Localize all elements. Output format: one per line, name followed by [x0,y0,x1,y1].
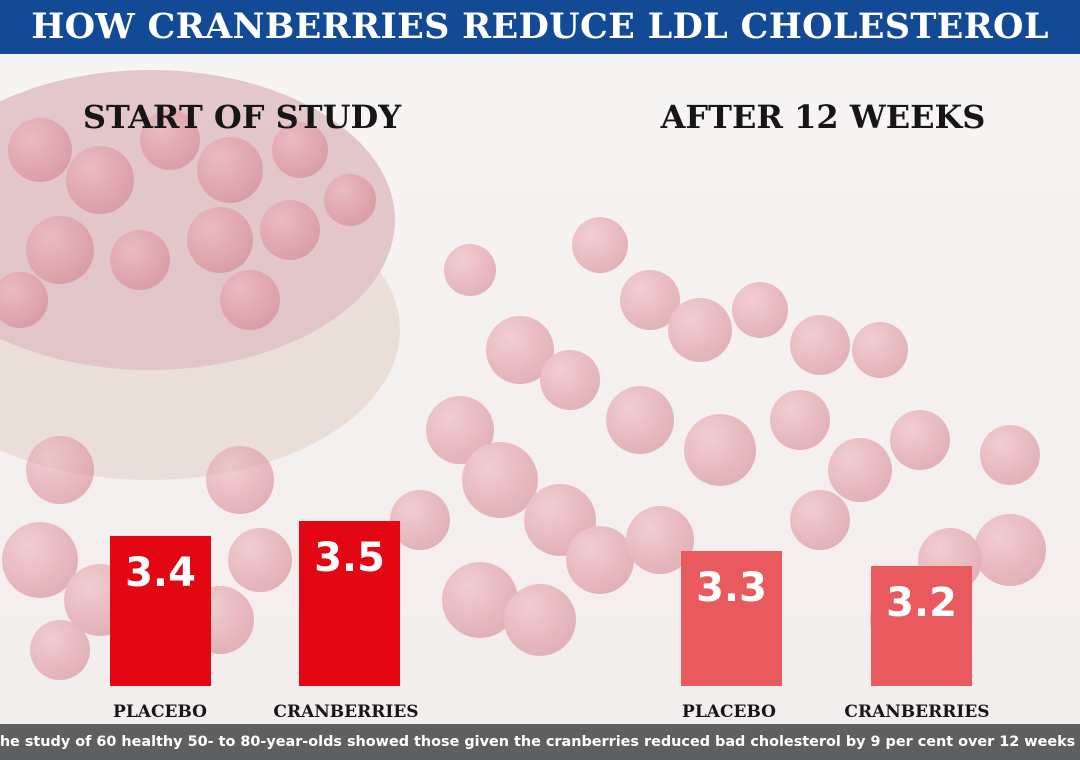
cranberry-shape [66,146,134,214]
cranberry-shape [442,562,518,638]
cranberry-shape [606,386,674,454]
cranberry-shape [572,217,628,273]
cranberry-shape [2,522,78,598]
group-title: START OF STUDY [83,98,402,136]
cranberry-shape [8,118,72,182]
caption-text: The study of 60 healthy 50- to 80-year-o… [0,734,1076,750]
chart-group-after-12-weeks: AFTER 12 WEEKS 3.3 PLACEBO 3.2 CRANBERRIES [660,98,990,722]
cranberry-shape [324,174,376,226]
bar-placebo [110,536,211,686]
cranberry-shape [668,298,732,362]
cranberry-shape [272,122,328,178]
cranberry-shape [974,514,1046,586]
category-label: CRANBERRIES [844,702,989,722]
cranberry-shape [790,315,850,375]
category-label: CRANBERRIES [273,702,418,722]
bar-value-label: 3.5 [314,535,385,581]
cranberry-shape [0,272,48,328]
cranberry-shape [462,442,538,518]
cranberry-shape [540,350,600,410]
cranberry-shape [206,446,274,514]
cranberry-shape [620,270,680,330]
cranberry-shape [228,528,292,592]
cranberry-shape [426,396,494,464]
bar-cranberries [299,521,400,686]
cranberry-shape [220,270,280,330]
cranberry-shape [187,207,253,273]
caption-bar: The study of 60 healthy 50- to 80-year-o… [0,724,1080,760]
bar-value-label: 3.2 [886,580,957,626]
cranberry-shape [504,584,576,656]
cranberry-shape [890,410,950,470]
bar-value-label: 3.3 [696,565,767,611]
cranberry-shape [140,110,200,170]
cranberry-shape [790,490,850,550]
cranberry-shape [852,322,908,378]
cranberry-shape [626,506,694,574]
cranberry-shape [486,316,554,384]
cranberry-shape [980,425,1040,485]
cranberry-shape [444,244,496,296]
cranberry-shape [30,620,90,680]
cranberry-shape [390,490,450,550]
cranberry-shape [26,216,94,284]
bar-cranberries [871,566,972,686]
cranberry-shape [828,438,892,502]
category-label: PLACEBO [113,702,207,722]
bar-placebo [681,551,782,686]
bar-value-label: 3.4 [125,550,196,596]
cranberry-shape [26,436,94,504]
cranberry-shape [110,230,170,290]
chart-group-start-of-study: START OF STUDY 3.4 PLACEBO 3.5 CRANBERRIES [83,98,419,722]
cranberry-shape [732,282,788,338]
group-title: AFTER 12 WEEKS [660,98,986,136]
cranberry-shape [260,200,320,260]
cranberry-shape [566,526,634,594]
category-label: PLACEBO [682,702,776,722]
headline: HOW CRANBERRIES REDUCE LDL CHOLESTEROL [0,0,1080,54]
cranberry-shape [770,390,830,450]
cranberry-shape [197,137,263,203]
cranberry-shape [684,414,756,486]
